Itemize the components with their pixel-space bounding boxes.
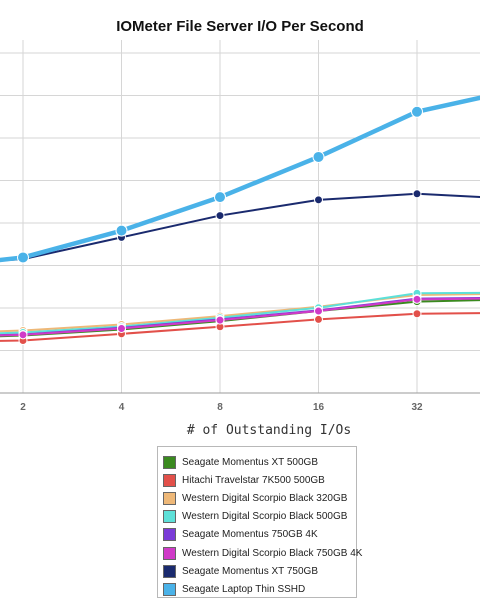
data-point[interactable] — [314, 306, 323, 316]
x-tick-label: 2 — [20, 402, 26, 413]
x-tick-label: 8 — [217, 402, 223, 413]
data-point[interactable] — [412, 189, 422, 199]
legend-label: Seagate Laptop Thin SSHD — [182, 583, 306, 595]
data-point[interactable] — [412, 309, 422, 319]
x-tick-label: 16 — [313, 402, 325, 413]
series-western-digital-scorpio-black-750gb-4k — [0, 294, 480, 340]
data-point[interactable] — [17, 251, 29, 264]
data-point[interactable] — [314, 314, 323, 324]
chart-plot-area: 2 4 8 16 32 # of Outstanding I/Os — [0, 40, 480, 438]
legend-label: Western Digital Scorpio Black 750GB 4K — [182, 547, 363, 559]
legend-item[interactable]: Seagate Momentus 750GB 4K — [163, 526, 356, 544]
legend-label: Hitachi Travelstar 7K500 500GB — [182, 474, 325, 486]
data-point[interactable] — [314, 195, 323, 205]
series-seagate-laptop-thin-sshd — [0, 95, 480, 264]
legend-swatch — [163, 473, 176, 487]
legend-item[interactable]: Western Digital Scorpio Black 750GB 4K — [163, 544, 362, 562]
data-point[interactable] — [115, 224, 128, 237]
series-seagate-momentus-xt-750gb — [0, 189, 480, 264]
data-point[interactable] — [312, 150, 325, 163]
legend-swatch — [163, 510, 176, 524]
legend-swatch — [163, 546, 176, 560]
x-tick-labels: 2 4 8 16 32 — [20, 402, 423, 413]
series-line — [0, 192, 480, 262]
legend-item[interactable]: Western Digital Scorpio Black 320GB — [163, 489, 356, 507]
legend: Seagate Momentus XT 500GB Hitachi Travels… — [157, 446, 362, 598]
legend-item[interactable]: Western Digital Scorpio Black 500GB — [163, 508, 356, 526]
x-tick-label: 4 — [119, 402, 125, 413]
data-point[interactable] — [215, 315, 225, 325]
x-tick-label: 32 — [411, 402, 423, 413]
legend-item[interactable]: Seagate Momentus XT 500GB — [163, 453, 356, 471]
legend-item[interactable]: Hitachi Travelstar 7K500 500GB — [163, 471, 356, 489]
legend-label: Seagate Momentus XT 750GB — [182, 565, 319, 577]
data-point[interactable] — [18, 330, 28, 340]
legend-item[interactable]: Seagate Momentus XT 750GB — [163, 562, 356, 580]
data-point[interactable] — [117, 323, 126, 333]
data-point[interactable] — [214, 191, 226, 204]
legend-swatch — [163, 564, 176, 578]
legend-label: Seagate Momentus XT 500GB — [182, 456, 319, 468]
legend-label: Western Digital Scorpio Black 320GB — [182, 492, 348, 504]
legend-item[interactable]: Seagate Laptop Thin SSHD — [163, 580, 356, 598]
x-axis-title: # of Outstanding I/Os — [187, 423, 351, 438]
legend-swatch — [163, 582, 176, 596]
series-line — [0, 297, 480, 337]
legend-swatch — [163, 455, 176, 469]
data-point[interactable] — [215, 211, 225, 221]
legend-swatch — [163, 491, 176, 505]
series-line — [0, 95, 480, 263]
data-point[interactable] — [411, 105, 423, 118]
series-western-digital-scorpio-black-320gb — [0, 290, 480, 335]
legend-label: Western Digital Scorpio Black 500GB — [182, 511, 348, 523]
series-lines — [0, 95, 480, 346]
legend-swatch — [163, 528, 176, 542]
legend-label: Seagate Momentus 750GB 4K — [182, 529, 318, 541]
grid-lines — [0, 40, 480, 394]
data-point[interactable] — [412, 294, 422, 304]
series-hitachi-travelstar-7k500-500gb — [0, 309, 480, 346]
chart-title: IOMeter File Server I/O Per Second — [116, 18, 364, 35]
